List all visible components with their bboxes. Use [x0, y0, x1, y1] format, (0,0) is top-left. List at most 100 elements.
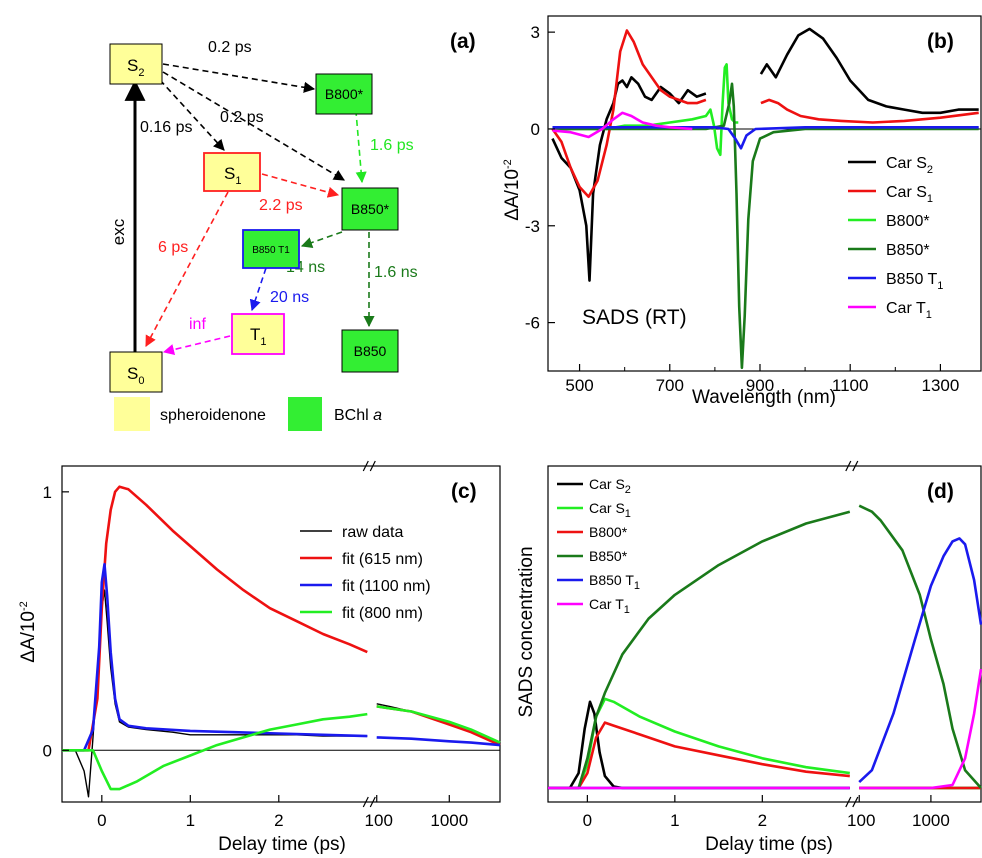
panel-c-axis-break-top — [369, 460, 376, 472]
panel-b-legend-car-s2: Car S2 — [886, 155, 933, 176]
arrow-b850-t1 — [300, 231, 343, 248]
panel-d-series-car-s1-lin — [548, 697, 850, 790]
panel-b-xtick-label: 900 — [746, 376, 774, 395]
panel-d-chart: 0 1 2 100 1000 (d) Delay time (ps) SADS conc… — [516, 460, 982, 855]
panel-b-xtick-label: 500 — [565, 376, 593, 395]
arrow-t1-s0 — [162, 335, 231, 356]
exc-label: exc — [109, 218, 128, 245]
panel-b-xlabel: Wavelength (nm) — [692, 387, 836, 408]
svg-text:S0: S0 — [127, 364, 144, 387]
panel-d-xtick-log-label: 100 — [847, 811, 875, 830]
panel-d-legend-car-s2: Car S2 — [589, 476, 631, 496]
state-b850-ground: B850 — [341, 329, 399, 373]
panel-d-legend-b850: B850* — [589, 548, 628, 564]
panel-b-series-b850-seg-0 — [552, 82, 979, 370]
panel-b-frame — [547, 15, 982, 372]
svg-text:B850 T1: B850 T1 — [252, 245, 290, 256]
rate-s1-s0: 6 ps — [158, 239, 188, 256]
svg-text:S2: S2 — [127, 56, 144, 79]
panel-c-xtick-log-label: 1000 — [430, 811, 468, 830]
svg-text:B850: B850 — [354, 343, 387, 359]
rate-s2-b850: 0.2 ps — [220, 109, 264, 126]
rate-s2-b800: 0.2 ps — [208, 39, 252, 56]
panel-b-ytick-label: 0 — [531, 120, 540, 139]
panel-b-ytick-label: -3 — [525, 217, 540, 236]
state-s1: S1 — [203, 152, 261, 192]
panel-d-series-b850-lin — [548, 510, 851, 790]
rate-b850-gs: 1.6 ns — [374, 264, 418, 281]
panel-b-legend-b850: B850* — [886, 242, 930, 259]
panel-c-legend-fit-615-nm: fit (615 nm) — [342, 551, 423, 568]
panel-c-legend-raw-data: raw data — [342, 524, 403, 541]
panel-d-axis-break-top — [845, 460, 852, 472]
rate-b800-b850: 1.6 ps — [370, 137, 414, 154]
state-b850-star: B850* — [341, 187, 399, 231]
panel-c-series-fit-800-nm-lin — [62, 712, 368, 791]
arrow-b850t1-t1 — [249, 267, 267, 312]
panel-d-label: (d) — [927, 480, 954, 503]
panel-b-legend-car-t1: Car T1 — [886, 300, 932, 321]
panel-c-series-fit-1100-nm-log — [376, 736, 501, 747]
svg-text:T1: T1 — [250, 325, 267, 348]
panel-d-axis-break — [852, 796, 859, 808]
arrow-s1-s0 — [145, 191, 229, 347]
panel-d-axis-break — [845, 796, 852, 808]
panel-c-chart: 0 1 2 100 1000 1 0 (c) Delay time (ps) ΔA/10-2… — [18, 460, 501, 855]
panel-a-label: (a) — [450, 30, 476, 53]
rate-b850t1-t1: 20 ns — [270, 289, 309, 306]
panel-c-ytick-label: 0 — [43, 741, 52, 760]
panel-b-xtick-label: 1300 — [921, 376, 959, 395]
panel-b-inner-label: SADS (RT) — [582, 306, 687, 329]
panel-c-legend-fit-800-nm: fit (800 nm) — [342, 605, 423, 622]
state-b850-t1: B850 T1 — [242, 229, 300, 269]
panel-d-frame — [547, 465, 982, 803]
panel-c-label: (c) — [451, 480, 477, 503]
panel-c-axis-break — [369, 796, 376, 808]
legend-swatch-bchl — [288, 397, 322, 431]
panel-d-ylabel: SADS concentration — [516, 546, 537, 717]
state-b800-star: B800* — [315, 73, 373, 115]
panel-c-xtick-label: 2 — [274, 811, 283, 830]
panel-c-series-fit-1100-nm-lin — [62, 562, 368, 752]
panel-c-axis-break-top — [362, 460, 369, 472]
panel-b-ytick-label: -6 — [525, 314, 540, 333]
panel-c-legend-fit-1100-nm: fit (1100 nm) — [342, 578, 431, 595]
panel-c-xtick-label: 1 — [186, 811, 195, 830]
svg-text:B800*: B800* — [325, 86, 364, 102]
panel-b-series-car-s1-seg-0 — [551, 29, 707, 198]
panel-c-xtick-log-label: 100 — [365, 811, 393, 830]
panel-c-xlabel: Delay time (ps) — [218, 834, 346, 855]
panel-c-series-raw-data-lin — [62, 589, 368, 798]
panel-b-xtick-label: 1100 — [832, 376, 869, 395]
panel-b-legend-b800: B800* — [886, 213, 930, 230]
panel-c-ylabel: ΔA/10-2 — [18, 601, 39, 663]
panel-d-axis-break-top — [852, 460, 859, 472]
panel-c-series-fit-800-nm-log — [376, 705, 501, 744]
arrow-s2-b850 — [162, 71, 345, 181]
panel-b-xtick-label: 700 — [656, 376, 684, 395]
state-s2: S2 — [109, 43, 163, 85]
arrow-s2-b800 — [162, 63, 316, 93]
panel-d-series-b800-lin — [548, 721, 850, 790]
panel-d-xtick-label: 1 — [670, 811, 679, 830]
panel-b-series-car-s2-seg-1 — [759, 27, 979, 115]
panel-d-series-b850-t1-log — [858, 537, 982, 784]
panel-d-series-b850-log — [858, 504, 982, 789]
panel-b-ytick-label: 3 — [531, 23, 540, 42]
panel-d-legend-b850-t1: B850 T1 — [589, 572, 640, 592]
panel-b-label: (b) — [927, 30, 954, 53]
panel-d-xtick-label: 2 — [758, 811, 767, 830]
panel-c-xtick-label: 0 — [97, 811, 106, 830]
panel-b-chart: 500 700 900 1100 1300 3 0 -3 -6 (b) SADS (RT) Wa… — [502, 15, 982, 408]
panel-b-legend-b850-t1: B850 T1 — [886, 271, 943, 292]
panel-d-legend-car-s1: Car S1 — [589, 500, 631, 520]
legend-car-label: spheroidenone — [160, 407, 266, 424]
panel-b-series-b800-seg-0 — [552, 63, 739, 157]
panel-d-xtick-label: 0 — [583, 811, 592, 830]
panel-c-frame — [61, 465, 501, 803]
panel-d-legend-car-t1: Car T1 — [589, 596, 630, 616]
panel-b-legend-car-s1: Car S1 — [886, 184, 933, 205]
panel-b-series-car-t1-seg-0 — [552, 111, 693, 139]
arrow-s1-b850 — [261, 173, 340, 198]
